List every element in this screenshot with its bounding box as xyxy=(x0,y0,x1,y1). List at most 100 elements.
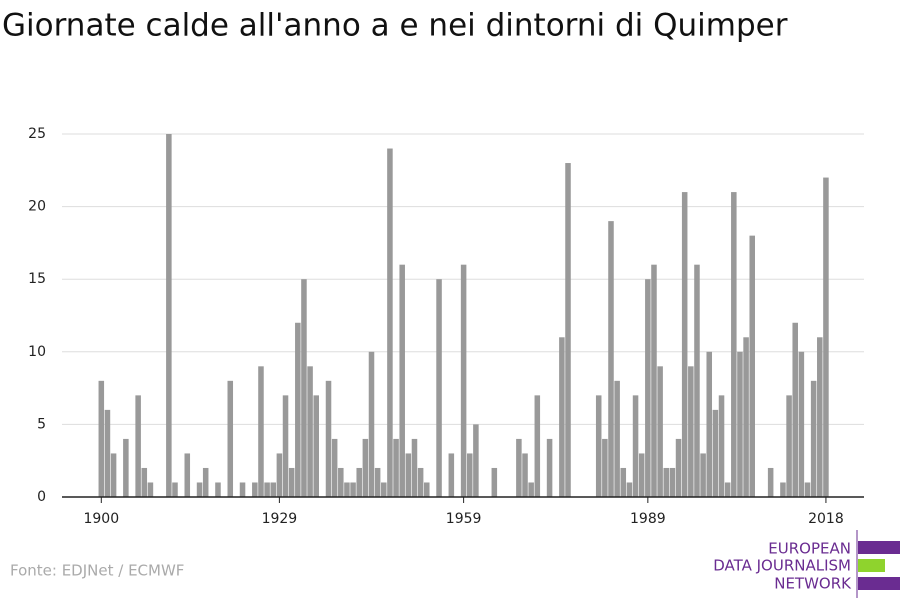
y-tick-label: 15 xyxy=(28,271,46,287)
bar xyxy=(98,380,105,497)
bar xyxy=(141,467,148,497)
bar xyxy=(823,177,829,497)
bar xyxy=(331,438,338,497)
bar xyxy=(350,482,356,497)
source: Fonte: EDJNet / ECMWF xyxy=(10,562,184,580)
y-tick-label: 10 xyxy=(28,344,46,360)
logo-text: DATA JOURNALISM xyxy=(713,557,851,575)
bar xyxy=(460,264,467,497)
x-tick-label: 1900 xyxy=(83,511,119,527)
bar xyxy=(436,279,442,497)
bar xyxy=(264,482,270,497)
bar xyxy=(559,337,565,497)
bar xyxy=(135,395,141,497)
bar xyxy=(767,467,774,497)
chart-title: Giornate calde all'anno a e nei dintorni… xyxy=(2,8,788,44)
bar xyxy=(166,134,172,497)
y-tick-label: 5 xyxy=(37,416,46,432)
bar xyxy=(374,467,381,497)
bar xyxy=(669,467,676,497)
bar xyxy=(620,467,627,497)
bar xyxy=(466,453,473,497)
bar xyxy=(688,366,694,497)
bar xyxy=(780,482,786,497)
bar xyxy=(522,453,528,497)
bar xyxy=(798,351,805,497)
y-tick-label: 25 xyxy=(28,126,46,142)
bar xyxy=(626,482,633,497)
x-tick-label: 2018 xyxy=(808,511,844,527)
bar xyxy=(810,380,817,497)
bar xyxy=(196,482,203,497)
bar xyxy=(663,467,670,497)
x-tick-label: 1929 xyxy=(262,511,298,527)
bar xyxy=(651,264,657,497)
bar xyxy=(381,482,387,497)
bar xyxy=(602,438,608,497)
bar xyxy=(804,482,811,497)
bar xyxy=(276,453,283,497)
bar xyxy=(645,279,651,497)
bar xyxy=(202,467,209,497)
logo-bar xyxy=(858,541,900,554)
bar xyxy=(424,482,430,497)
bar xyxy=(325,380,332,497)
bar xyxy=(638,453,645,497)
bar xyxy=(743,337,749,497)
x-tick-label: 1959 xyxy=(446,511,482,527)
bar xyxy=(258,366,264,497)
bar xyxy=(417,467,424,497)
bar xyxy=(473,424,479,497)
bar xyxy=(700,453,706,497)
bar xyxy=(344,482,350,497)
bar xyxy=(104,409,111,497)
bar xyxy=(565,163,571,498)
bar xyxy=(227,380,234,497)
bar xyxy=(731,192,737,497)
bar xyxy=(608,221,614,497)
bar xyxy=(399,264,405,497)
logo-bar xyxy=(858,559,885,572)
bar xyxy=(528,482,534,497)
bar xyxy=(786,395,792,497)
bar xyxy=(307,366,313,497)
bar xyxy=(718,395,725,497)
bar xyxy=(724,482,731,497)
bar xyxy=(239,482,246,497)
bar xyxy=(614,380,620,497)
bar xyxy=(632,395,639,497)
bar xyxy=(681,192,688,497)
bar xyxy=(288,467,295,497)
bar xyxy=(282,395,289,497)
bar xyxy=(792,322,798,497)
bar xyxy=(387,148,393,497)
bar xyxy=(491,467,498,497)
bar xyxy=(749,235,755,497)
bar xyxy=(595,395,602,497)
bar xyxy=(172,482,178,497)
bar xyxy=(313,395,319,497)
bar xyxy=(546,438,553,497)
bar xyxy=(123,438,129,497)
bar xyxy=(301,279,307,497)
bar xyxy=(448,453,455,497)
logo-bar xyxy=(858,577,900,590)
bar xyxy=(411,438,418,497)
bar xyxy=(516,438,522,497)
bar xyxy=(737,351,743,497)
bar xyxy=(694,264,700,497)
bar xyxy=(110,453,117,497)
bar xyxy=(215,482,221,497)
bar xyxy=(706,351,713,497)
logo-text: NETWORK xyxy=(774,575,852,593)
bar xyxy=(184,453,191,497)
y-tick-label: 20 xyxy=(28,199,46,215)
bar xyxy=(368,351,375,497)
y-tick-label: 0 xyxy=(37,489,46,505)
bar xyxy=(393,438,399,497)
bar xyxy=(270,482,277,497)
bar xyxy=(147,482,154,497)
bar xyxy=(817,337,823,497)
x-tick-label: 1989 xyxy=(630,511,666,527)
